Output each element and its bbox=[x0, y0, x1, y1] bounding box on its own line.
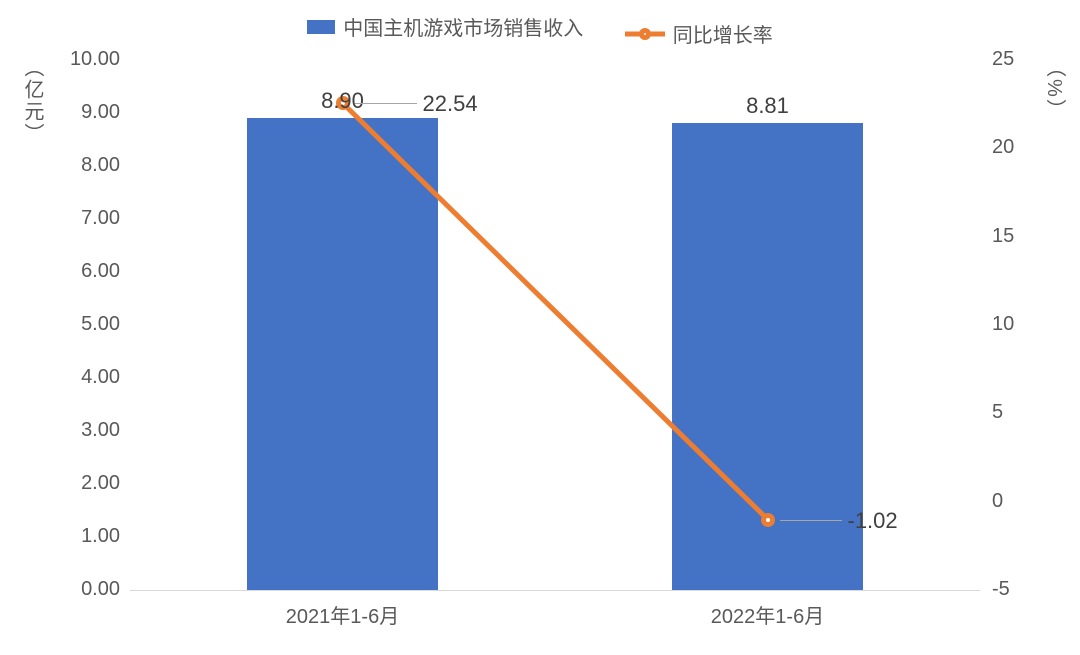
legend-item-bars: 中国主机游戏市场销售收入 bbox=[307, 12, 583, 41]
left-tick-label: 4.00 bbox=[81, 366, 120, 389]
right-tick-label: 15 bbox=[992, 225, 1014, 248]
callout-leader bbox=[355, 103, 417, 104]
bar-value-label: 8.90 bbox=[321, 88, 364, 114]
left-tick-label: 6.00 bbox=[81, 260, 120, 283]
left-tick-label: 2.00 bbox=[81, 472, 120, 495]
x-category-label: 2022年1-6月 bbox=[711, 600, 824, 629]
line-marker bbox=[761, 513, 775, 527]
left-tick-label: 9.00 bbox=[81, 101, 120, 124]
right-axis-unit: （%） bbox=[1040, 57, 1069, 121]
combo-chart: 中国主机游戏市场销售收入 同比增长率 （亿元） （%） bbox=[0, 0, 1080, 655]
legend-label-bars: 中国主机游戏市场销售收入 bbox=[343, 12, 583, 41]
line-value-callout: 22.54 bbox=[423, 91, 478, 117]
left-tick-label: 7.00 bbox=[81, 207, 120, 230]
line-value-callout: -1.02 bbox=[848, 508, 898, 534]
bar bbox=[247, 118, 438, 590]
left-tick-label: 0.00 bbox=[81, 578, 120, 601]
legend-label-line: 同比增长率 bbox=[673, 19, 773, 48]
right-tick-label: -5 bbox=[992, 578, 1010, 601]
callout-leader bbox=[780, 520, 842, 521]
left-tick-label: 5.00 bbox=[81, 313, 120, 336]
right-tick-label: 10 bbox=[992, 313, 1014, 336]
bar-value-label: 8.81 bbox=[746, 93, 789, 119]
left-axis-unit: （亿元） bbox=[18, 57, 47, 145]
legend-swatch-bar bbox=[307, 20, 335, 34]
left-tick-label: 10.00 bbox=[70, 48, 120, 71]
right-tick-label: 0 bbox=[992, 490, 1003, 513]
left-tick-label: 3.00 bbox=[81, 419, 120, 442]
right-tick-label: 20 bbox=[992, 136, 1014, 159]
legend: 中国主机游戏市场销售收入 同比增长率 bbox=[0, 12, 1080, 48]
legend-item-line: 同比增长率 bbox=[625, 19, 773, 48]
x-axis-line bbox=[130, 590, 980, 591]
left-tick-label: 8.00 bbox=[81, 154, 120, 177]
right-tick-label: 25 bbox=[992, 48, 1014, 71]
x-category-label: 2021年1-6月 bbox=[286, 600, 399, 629]
left-tick-label: 1.00 bbox=[81, 525, 120, 548]
right-tick-label: 5 bbox=[992, 401, 1003, 424]
